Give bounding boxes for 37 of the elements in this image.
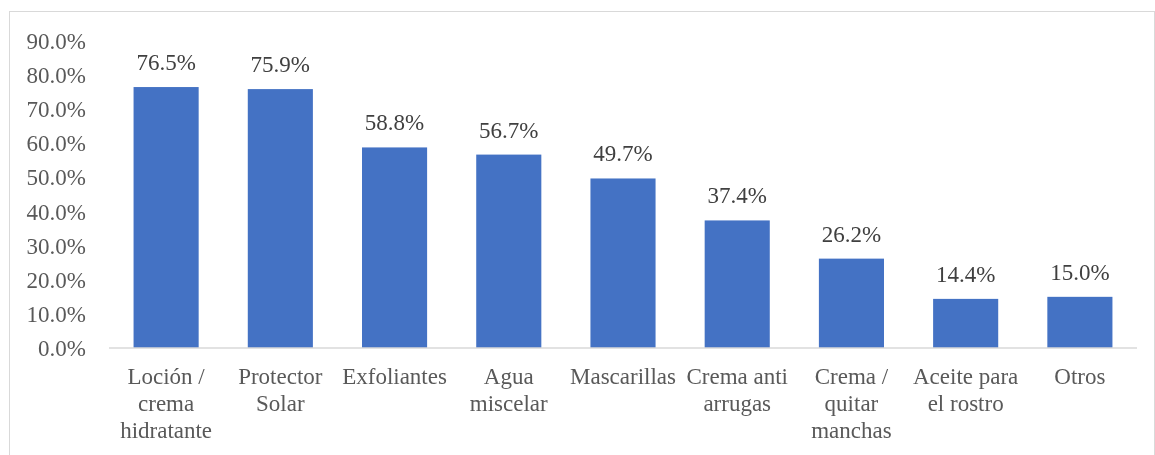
- x-tick-label: Otros: [1054, 364, 1106, 389]
- y-tick-label: 60.0%: [26, 131, 86, 157]
- y-tick-label: 10.0%: [26, 301, 86, 327]
- x-tick-label: Protector Solar: [238, 364, 323, 416]
- data-label: 49.7%: [593, 141, 653, 167]
- x-tick-label: Crema / quitar manchas: [811, 364, 892, 443]
- bar: [933, 298, 999, 348]
- data-label: 75.9%: [250, 52, 311, 78]
- x-tick-label: Loción / crema hidratante: [120, 364, 213, 443]
- y-tick-label: 20.0%: [26, 267, 86, 293]
- bar: [590, 178, 656, 348]
- x-tick-label: Mascarillas: [569, 364, 677, 389]
- y-tick-label: 80.0%: [26, 63, 86, 89]
- data-label: 56.7%: [479, 117, 539, 143]
- bar: [704, 220, 770, 348]
- data-label: 14.4%: [935, 261, 996, 287]
- data-label: 15.0%: [1050, 259, 1110, 285]
- x-tick-label: Aceite para el rostro: [912, 364, 1019, 416]
- bar: [818, 258, 884, 348]
- bar: [362, 147, 428, 348]
- bar: [476, 154, 542, 348]
- x-tick-label: Crema anti arrugas: [686, 364, 788, 416]
- data-label: 26.2%: [821, 221, 882, 247]
- y-tick-label: 70.0%: [26, 97, 86, 123]
- bar: [247, 89, 313, 348]
- y-tick-label: 40.0%: [26, 199, 86, 225]
- data-label: 37.4%: [707, 183, 767, 209]
- data-label: 58.8%: [364, 110, 425, 136]
- bar: [1047, 296, 1113, 348]
- bar: [133, 87, 199, 348]
- y-tick-label: 30.0%: [26, 233, 86, 259]
- x-tick-label: Agua miscelar: [469, 364, 549, 416]
- x-tick-label: Exfoliantes: [342, 364, 447, 389]
- data-label: 76.5%: [136, 50, 196, 76]
- y-tick-label: 0.0%: [38, 336, 86, 362]
- y-tick-label: 90.0%: [26, 29, 86, 55]
- y-tick-label: 50.0%: [26, 165, 86, 191]
